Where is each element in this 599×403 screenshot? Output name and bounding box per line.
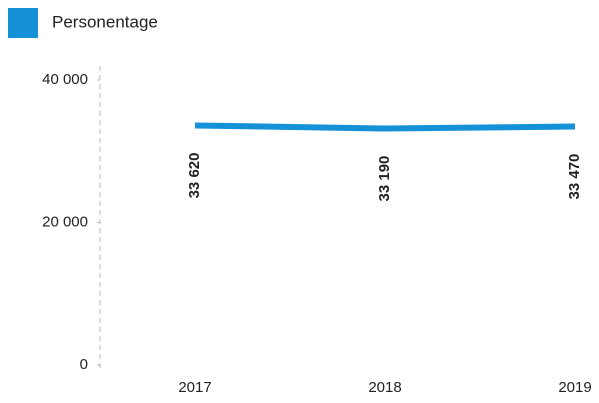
x-tick-label: 2019 xyxy=(558,379,591,396)
value-label: 33 190 xyxy=(376,156,393,202)
line xyxy=(194,122,576,132)
legend-label: Personentage xyxy=(52,12,158,31)
value-label: 33 470 xyxy=(566,154,583,200)
x-tick-label: 2018 xyxy=(368,379,401,396)
x-tick-label: 2017 xyxy=(178,379,211,396)
y-tick-label: 0 xyxy=(80,356,88,373)
y-tick-label: 20 000 xyxy=(42,213,88,230)
value-label: 33 620 xyxy=(186,153,203,199)
legend-swatch xyxy=(8,8,38,38)
y-tick-label: 40 000 xyxy=(42,71,88,88)
